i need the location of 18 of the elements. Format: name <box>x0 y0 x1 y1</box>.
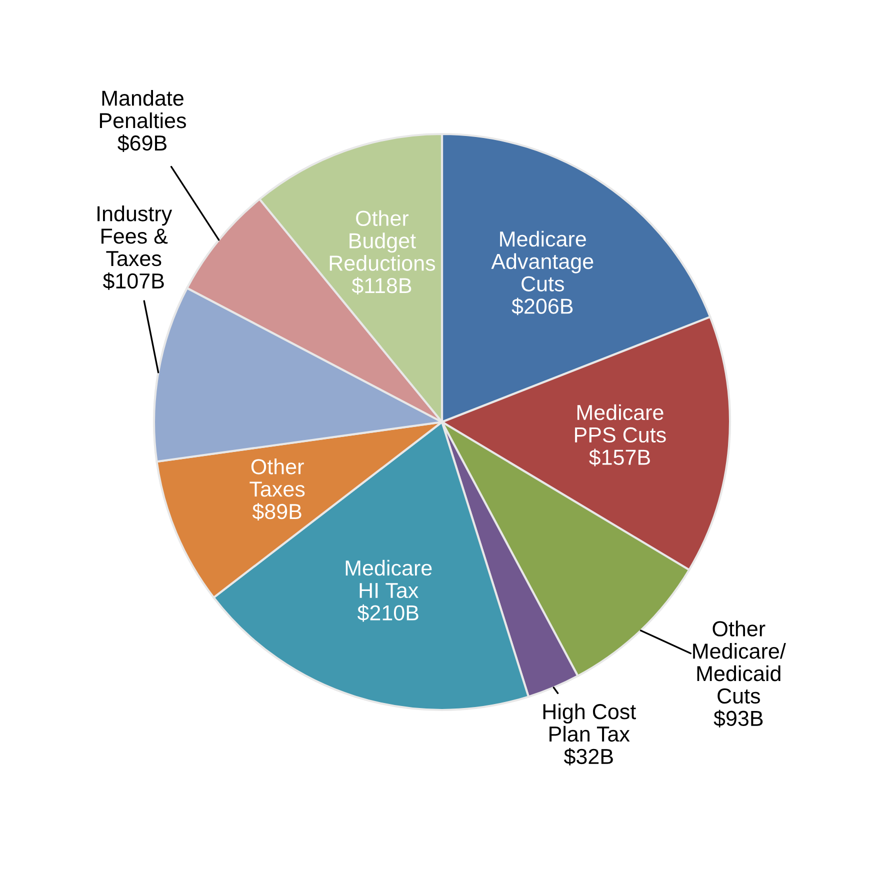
data-label: $206B <box>512 298 573 316</box>
slice-label: Other Medicare/ Medicaid Cuts <box>693 620 786 704</box>
data-label: $210B <box>357 604 418 622</box>
slice-label: High Cost Plan Tax <box>543 703 636 742</box>
data-label: $69B <box>118 134 166 152</box>
data-label: $89B <box>252 503 302 520</box>
data-label: $157B <box>589 448 650 466</box>
data-label: $93B <box>714 710 763 728</box>
slice-label: Other Taxes <box>250 458 305 497</box>
data-label: $107B <box>102 272 164 290</box>
slice-label: Medicare HI Tax <box>346 560 432 598</box>
slice-label: Industry Fees & Taxes <box>98 206 172 266</box>
data-label: $32B <box>564 748 613 766</box>
data-label: $118B <box>352 277 412 295</box>
slice-label: Other Budget Reductions <box>330 210 436 271</box>
slice-label: Medicare PPS Cuts <box>575 404 666 443</box>
slice-label: Mandate Penalties <box>100 90 186 128</box>
slice-label: Medicare Advantage Cuts <box>491 230 594 292</box>
